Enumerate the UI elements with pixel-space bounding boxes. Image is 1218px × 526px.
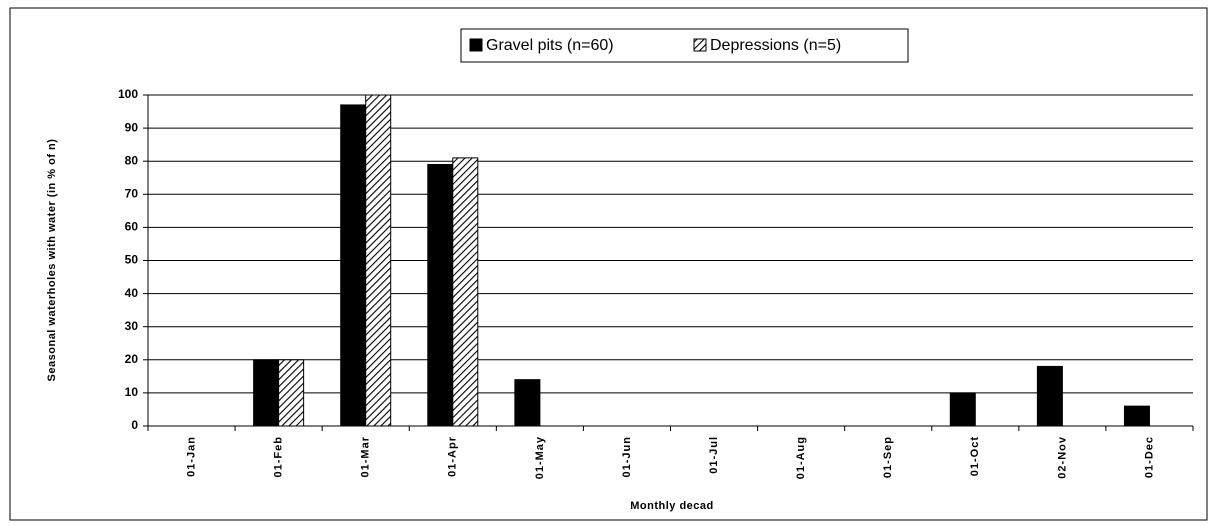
x-axis-title: Monthly decad — [630, 500, 714, 512]
y-tick-label: 10 — [125, 385, 139, 399]
y-tick-label: 70 — [125, 186, 139, 200]
x-tick-label: 01-May — [534, 436, 546, 479]
bar — [1036, 365, 1063, 427]
x-tick-label: 01-Dec — [1143, 436, 1155, 478]
legend-swatch — [469, 38, 483, 52]
bar — [452, 157, 479, 427]
legend-box — [460, 28, 909, 63]
x-tick-label: 01-Mar — [360, 436, 372, 477]
x-tick-label: 02-Nov — [1056, 436, 1068, 479]
legend-label: Gravel pits (n=60) — [486, 37, 614, 54]
chart-border — [9, 7, 1208, 521]
legend-swatch — [693, 38, 707, 52]
y-tick-label: 20 — [125, 352, 139, 366]
x-tick-label: 01-Oct — [969, 436, 981, 476]
y-axis-title: Seasonal waterholes with water (in % of … — [46, 139, 58, 382]
bar — [949, 392, 976, 427]
bar — [427, 164, 454, 427]
bar — [1123, 405, 1150, 427]
y-tick-label: 90 — [125, 120, 139, 134]
x-tick-label: 01-Feb — [273, 436, 285, 477]
bar — [514, 379, 541, 427]
bar — [365, 94, 392, 427]
y-tick-label: 0 — [131, 418, 138, 432]
x-tick-label: 01-Apr — [447, 436, 459, 477]
x-tick-label: 01-Sep — [882, 436, 894, 478]
y-tick-label: 80 — [125, 153, 139, 167]
legend-label: Depressions (n=5) — [710, 37, 841, 54]
x-tick-label: 01-Aug — [795, 436, 807, 479]
x-tick-label: 01-Jul — [708, 436, 720, 474]
bar — [253, 359, 280, 427]
y-tick-label: 60 — [125, 220, 139, 234]
bar — [340, 104, 367, 427]
x-tick-label: 01-Jun — [621, 436, 633, 477]
y-tick-label: 50 — [125, 253, 139, 267]
y-tick-label: 40 — [125, 286, 139, 300]
y-tick-label: 30 — [125, 319, 139, 333]
y-tick-label: 100 — [118, 87, 138, 101]
x-tick-label: 01-Jan — [185, 436, 197, 477]
bar — [278, 359, 305, 427]
